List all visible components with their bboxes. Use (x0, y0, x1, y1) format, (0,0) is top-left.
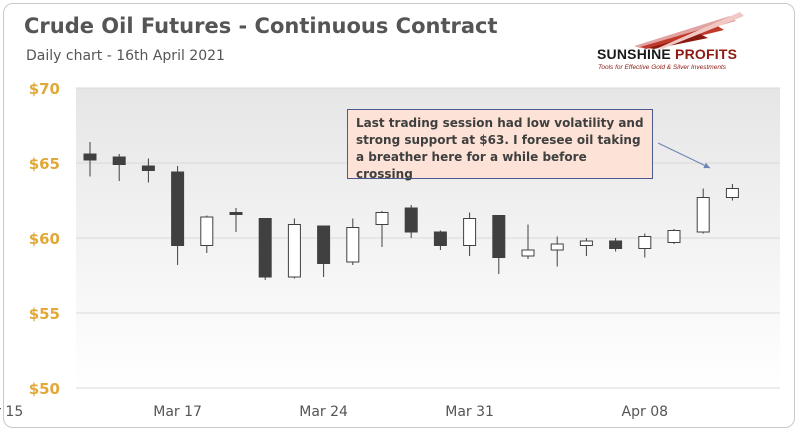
candle (433, 230, 447, 250)
logo-name-first: SUNSHINE (597, 46, 671, 62)
candle-body (258, 218, 272, 278)
candle (492, 215, 506, 274)
candle-body (346, 227, 360, 263)
candle (346, 218, 360, 265)
candles (83, 142, 739, 280)
y-tick-label: $50 (29, 380, 60, 398)
candle-body (463, 218, 477, 246)
candle-body (171, 171, 185, 246)
logo-name-second: PROFITS (675, 46, 738, 62)
candle (200, 215, 214, 253)
y-tick-label: $70 (29, 80, 60, 98)
logo-tagline: Tools for Effective Gold & Silver Invest… (598, 64, 727, 71)
candle-body (667, 230, 681, 243)
candle (229, 208, 243, 232)
x-tick-label: Mar 31 (445, 404, 494, 420)
x-tick-label: Apr 08 (622, 404, 668, 420)
x-tick-label: Apr 15 (0, 404, 23, 420)
candle-body (112, 156, 126, 165)
candle (463, 212, 477, 256)
candle (83, 142, 97, 177)
candle (317, 225, 331, 277)
candle-body (521, 249, 535, 257)
y-tick-label: $60 (29, 230, 60, 248)
candle-body (83, 153, 97, 161)
y-tick-label: $65 (29, 155, 60, 173)
x-tick-label: Mar 24 (299, 404, 348, 420)
candle-body (725, 188, 739, 198)
x-axis: Mar 17 Mar 24 Mar 31 Apr 08 Apr 15 (0, 404, 668, 420)
candle (287, 218, 301, 279)
candle-body (200, 216, 214, 246)
candle-body (317, 225, 331, 264)
candle-body (696, 197, 710, 233)
candle (404, 205, 418, 238)
chart-title: Crude Oil Futures - Continuous Contract (24, 14, 498, 38)
candle (579, 238, 593, 256)
candle (609, 238, 623, 252)
candle (375, 211, 389, 247)
y-tick-label: $55 (29, 305, 60, 323)
candle (638, 233, 652, 258)
candle (725, 184, 739, 201)
candle-body (287, 224, 301, 278)
sunshine-profits-logo: SUNSHINE PROFITS Tools for Effective Gol… (588, 10, 768, 74)
candle (667, 229, 681, 244)
candle-body (579, 240, 593, 246)
logo-rays-icon (634, 12, 744, 49)
candle (550, 236, 564, 267)
candle-body (492, 215, 506, 258)
candle-body (609, 240, 623, 249)
annotation-arrow (657, 142, 711, 169)
candle (141, 158, 155, 183)
candle-body (433, 231, 447, 246)
candle (521, 224, 535, 259)
y-axis: $50 $55 $60 $65 $70 (29, 80, 60, 398)
chart-subtitle: Daily chart - 16th April 2021 (26, 48, 225, 64)
candle-body (229, 212, 243, 215)
candle (696, 188, 710, 234)
candle (171, 166, 185, 265)
logo-name: SUNSHINE PROFITS (597, 46, 737, 62)
candle-body (638, 236, 652, 249)
candle (112, 154, 126, 181)
x-tick-label: Mar 17 (153, 404, 202, 420)
candle-body (375, 212, 389, 225)
candle-body (141, 165, 155, 171)
candle (258, 218, 272, 280)
annotation-text: Last trading session had low volatility … (356, 116, 644, 181)
candle-body (550, 243, 564, 251)
candle-body (404, 207, 418, 233)
annotation-box: Last trading session had low volatility … (347, 109, 653, 181)
